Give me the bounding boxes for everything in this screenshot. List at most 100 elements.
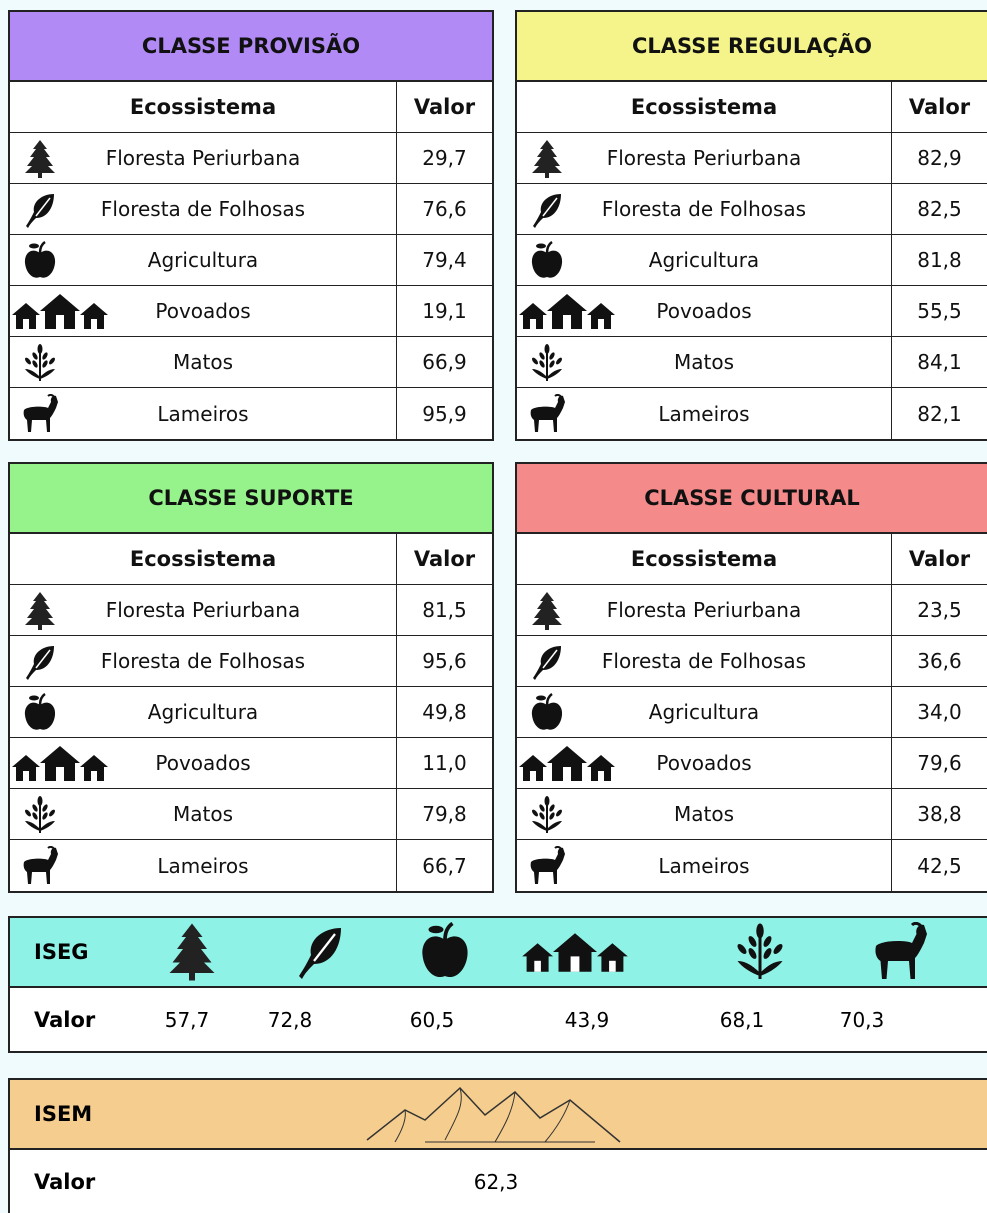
- header-cell: Ecossistema: [10, 534, 396, 584]
- ecosystem-cell: Floresta Periurbana: [517, 133, 891, 183]
- leaf-icon: [527, 190, 567, 230]
- table-row: Lameiros 95,9: [10, 388, 492, 439]
- value-cell: 66,7: [396, 840, 492, 891]
- header-cell: Valor: [891, 534, 987, 584]
- houses-icon: [517, 291, 617, 331]
- goat-icon: [20, 394, 60, 434]
- ecosystem-name: Matos: [674, 802, 734, 826]
- table-title: CLASSE REGULAÇÃO: [517, 12, 987, 82]
- ecosystem-cell: Matos: [517, 789, 891, 839]
- ecosystem-cell: Povoados: [517, 286, 891, 336]
- table-row: Matos 38,8: [517, 789, 987, 840]
- ecosystem-cell: Agricultura: [517, 687, 891, 737]
- value-cell: 79,4: [396, 235, 492, 285]
- value-cell: 95,6: [396, 636, 492, 686]
- ecosystem-cell: Floresta de Folhosas: [10, 636, 396, 686]
- header-cell: Valor: [396, 534, 492, 584]
- ecosystem-name: Agricultura: [649, 700, 759, 724]
- plant-icon: [20, 343, 60, 383]
- value-cell: 23,5: [891, 585, 987, 635]
- value-cell: 82,9: [891, 133, 987, 183]
- ecosystem-cell: Floresta de Folhosas: [517, 184, 891, 234]
- value-cell: 82,5: [891, 184, 987, 234]
- ecosystem-cell: Lameiros: [10, 388, 396, 439]
- houses-icon: [10, 291, 110, 331]
- plant-icon: [20, 795, 60, 835]
- ecosystem-name: Lameiros: [157, 402, 248, 426]
- isem-value: 62,3: [474, 1170, 519, 1194]
- ecosystem-name: Floresta de Folhosas: [101, 197, 305, 221]
- table-title: CLASSE PROVISÃO: [10, 12, 492, 82]
- apple-icon: [20, 693, 60, 733]
- goat-icon: [527, 394, 567, 434]
- iseg-value: 72,8: [268, 1008, 313, 1032]
- plant-icon: [527, 795, 567, 835]
- value-cell: 19,1: [396, 286, 492, 336]
- table-title: CLASSE CULTURAL: [517, 464, 987, 534]
- ecosystem-cell: Floresta Periurbana: [517, 585, 891, 635]
- iseg-label: ISEG: [34, 940, 89, 964]
- goat-icon: [527, 846, 567, 886]
- iseg-value: 57,7: [165, 1008, 210, 1032]
- iseg-value: 43,9: [565, 1008, 610, 1032]
- ecosystem-cell: Lameiros: [517, 840, 891, 891]
- value-cell: 66,9: [396, 337, 492, 387]
- value-cell: 81,5: [396, 585, 492, 635]
- iseg-value: 70,3: [840, 1008, 885, 1032]
- ecosystem-name: Agricultura: [148, 700, 258, 724]
- ecosystem-name: Povoados: [656, 299, 751, 323]
- header-cell: Ecossistema: [10, 82, 396, 132]
- value-cell: 81,8: [891, 235, 987, 285]
- page: CLASSE PROVISÃOEcossistemaValorFloresta …: [0, 0, 987, 1207]
- value-cell: 42,5: [891, 840, 987, 891]
- value-cell: 95,9: [396, 388, 492, 439]
- value-cell: 34,0: [891, 687, 987, 737]
- apple-icon: [527, 241, 567, 281]
- leaf-icon: [20, 190, 60, 230]
- goat-icon: [20, 846, 60, 886]
- plant-icon: [527, 343, 567, 383]
- ecosystem-cell: Floresta Periurbana: [10, 133, 396, 183]
- header-cell: Ecossistema: [517, 82, 891, 132]
- ecosystem-cell: Floresta Periurbana: [10, 585, 396, 635]
- value-cell: 38,8: [891, 789, 987, 839]
- houses-icon: [10, 743, 110, 783]
- ecosystem-name: Matos: [173, 802, 233, 826]
- ecosystem-cell: Matos: [10, 789, 396, 839]
- ecosystem-name: Lameiros: [157, 854, 248, 878]
- goat-icon: [870, 922, 930, 982]
- value-cell: 29,7: [396, 133, 492, 183]
- ecosystem-cell: Agricultura: [10, 235, 396, 285]
- plant-icon: [730, 922, 790, 982]
- isem-label: ISEM: [34, 1102, 92, 1126]
- iseg-header: ISEG: [10, 918, 987, 988]
- table-title: CLASSE SUPORTE: [10, 464, 492, 534]
- apple-icon: [527, 693, 567, 733]
- header-cell: Ecossistema: [517, 534, 891, 584]
- ecosystem-name: Agricultura: [649, 248, 759, 272]
- ecosystem-cell: Floresta de Folhosas: [10, 184, 396, 234]
- table-row: Lameiros 66,7: [10, 840, 492, 891]
- ecosystem-name: Povoados: [155, 299, 250, 323]
